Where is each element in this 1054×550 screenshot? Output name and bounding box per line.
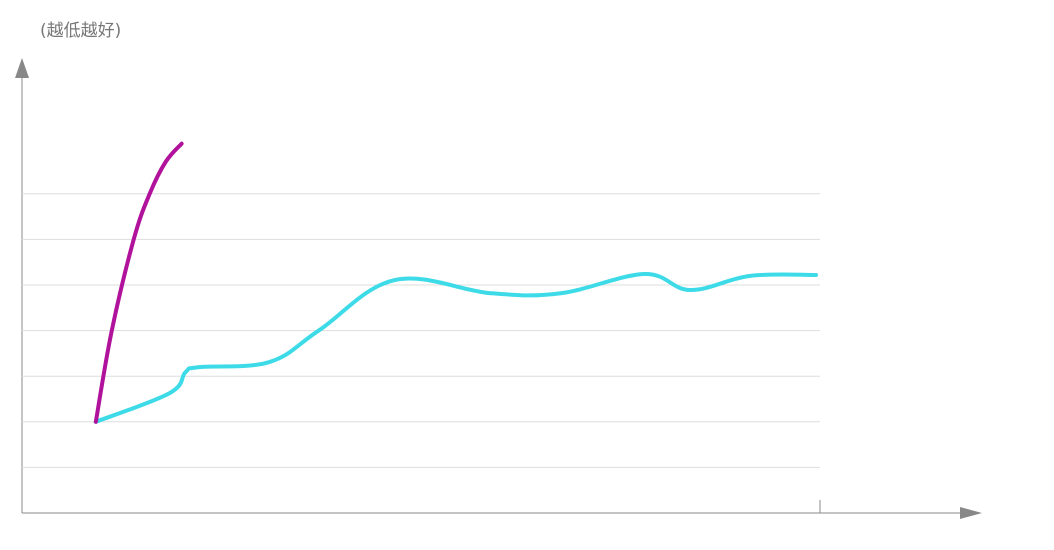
- y-axis-arrow: [15, 58, 29, 78]
- line-series: [93, 141, 184, 424]
- line-series: [93, 272, 819, 424]
- y-axis-label: (越低越好): [40, 21, 121, 41]
- x-axis-arrow: [960, 507, 982, 519]
